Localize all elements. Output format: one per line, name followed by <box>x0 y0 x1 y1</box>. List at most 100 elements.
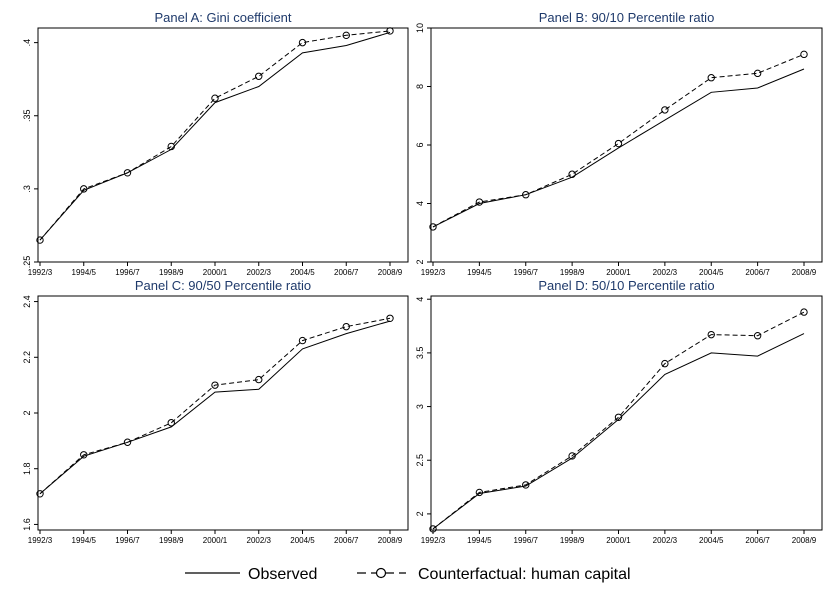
counterfactual-point <box>753 332 762 340</box>
counterfactual-point <box>614 413 623 421</box>
legend: Observed Counterfactual: human capital <box>185 566 631 583</box>
y-tick-label: .3 <box>22 185 32 193</box>
y-tick-label: 2.4 <box>22 295 32 308</box>
x-tick-label: 1992/3 <box>28 268 53 277</box>
counterfactual-point <box>255 72 263 80</box>
panel-4: Panel D: 50/10 Percentile ratio 1992/3 199… <box>415 278 823 545</box>
observed-line <box>39 320 391 495</box>
counterfactual-point <box>80 185 88 193</box>
y-tick-label: .4 <box>22 39 32 47</box>
x-tick-label: 2008/9 <box>378 268 403 277</box>
x-tick-label: 2004/5 <box>290 536 315 545</box>
counterfactual-point <box>614 139 623 148</box>
counterfactual-point <box>707 330 715 339</box>
observed-line <box>432 333 805 530</box>
x-tick-label: 2006/7 <box>745 268 770 277</box>
counterfactual-point <box>661 359 669 368</box>
counterfactual-point <box>211 94 219 102</box>
y-tick-label: 4 <box>415 297 425 302</box>
counterfactual-line <box>39 30 391 241</box>
y-tick-label: 2.2 <box>22 351 32 364</box>
counterfactual-point <box>36 490 44 498</box>
counterfactual-point <box>475 198 484 206</box>
counterfactual-point <box>80 451 88 459</box>
legend-counterfactual-label: Counterfactual: human capital <box>418 566 631 583</box>
panel-title: Panel B: 90/10 Percentile ratio <box>539 10 715 25</box>
x-tick-label: 2008/9 <box>792 268 817 277</box>
x-tick-label: 1994/5 <box>72 536 97 545</box>
counterfactual-point <box>707 74 715 82</box>
counterfactual-point <box>429 223 437 231</box>
x-tick-label: 2006/7 <box>334 536 359 545</box>
y-tick-label: 8 <box>415 84 425 89</box>
counterfactual-point <box>522 481 530 489</box>
y-tick-label: 3 <box>415 404 425 409</box>
counterfactual-point <box>298 336 307 345</box>
observed-line <box>39 31 391 241</box>
counterfactual-point <box>522 191 530 199</box>
counterfactual-point <box>36 236 44 244</box>
x-tick-label: 1994/5 <box>467 268 492 277</box>
panels-group: Panel A: Gini coefficient 1992/3 1994/5 199… <box>22 10 823 545</box>
x-tick-label: 1996/7 <box>514 536 539 545</box>
panel-frame <box>430 27 823 263</box>
y-tick-label: 6 <box>415 142 425 147</box>
x-tick-label: 1998/9 <box>159 536 184 545</box>
counterfactual-point <box>123 169 132 177</box>
counterfactual-point <box>753 69 762 78</box>
x-tick-label: 1998/9 <box>560 268 585 277</box>
panel-frame <box>37 27 409 263</box>
x-tick-label: 1992/3 <box>28 536 53 545</box>
y-tick-label: 2 <box>415 511 425 516</box>
counterfactual-point <box>800 308 808 316</box>
counterfactual-point <box>429 525 437 533</box>
x-tick-label: 1998/9 <box>159 268 184 277</box>
panel-2: Panel B: 90/10 Percentile ratio 1992/3 199… <box>415 10 823 277</box>
x-tick-label: 1992/3 <box>421 268 446 277</box>
y-tick-label: .25 <box>22 256 32 269</box>
counterfactual-point <box>167 142 175 151</box>
panel-title: Panel C: 90/50 Percentile ratio <box>135 278 311 293</box>
counterfactual-point <box>211 381 219 389</box>
counterfactual-point <box>475 488 484 497</box>
x-tick-label: 1992/3 <box>421 536 446 545</box>
counterfactual-point <box>298 38 307 47</box>
x-tick-label: 2006/7 <box>745 536 770 545</box>
x-tick-label: 1996/7 <box>115 268 140 277</box>
panel-title: Panel D: 50/10 Percentile ratio <box>538 278 714 293</box>
counterfactual-point <box>386 27 394 35</box>
x-tick-label: 2004/5 <box>290 268 315 277</box>
y-tick-label: 10 <box>415 23 425 33</box>
x-tick-label: 2002/3 <box>247 268 272 277</box>
x-tick-label: 1994/5 <box>72 268 97 277</box>
y-tick-label: 2 <box>22 410 32 415</box>
legend-counterfactual-marker <box>375 567 387 579</box>
counterfactual-line <box>432 53 805 228</box>
y-tick-label: 2 <box>415 259 425 264</box>
counterfactual-point <box>255 375 263 384</box>
counterfactual-point <box>661 106 669 114</box>
x-tick-label: 2008/9 <box>792 536 817 545</box>
y-tick-label: .35 <box>22 109 32 122</box>
y-tick-label: 2.5 <box>415 454 425 467</box>
panel-3: Panel C: 90/50 Percentile ratio 1992/3 199… <box>22 278 409 545</box>
x-tick-label: 2008/9 <box>378 536 403 545</box>
x-tick-label: 2004/5 <box>699 268 724 277</box>
counterfactual-point <box>342 31 350 40</box>
counterfactual-point <box>342 322 350 331</box>
y-tick-label: 1.8 <box>22 462 32 475</box>
x-tick-label: 2000/1 <box>203 536 228 545</box>
x-tick-label: 1996/7 <box>115 536 140 545</box>
panel-title: Panel A: Gini coefficient <box>154 10 291 25</box>
x-tick-label: 1998/9 <box>560 536 585 545</box>
x-tick-label: 2002/3 <box>653 536 678 545</box>
counterfactual-point <box>568 452 576 460</box>
y-tick-label: 3.5 <box>415 347 425 360</box>
y-tick-label: 1.6 <box>22 518 32 531</box>
counterfactual-line <box>432 311 805 530</box>
panel-1: Panel A: Gini coefficient 1992/3 1994/5 199… <box>22 10 409 277</box>
x-tick-label: 2000/1 <box>606 536 631 545</box>
counterfactual-point <box>568 170 576 178</box>
x-tick-label: 1994/5 <box>467 536 492 545</box>
